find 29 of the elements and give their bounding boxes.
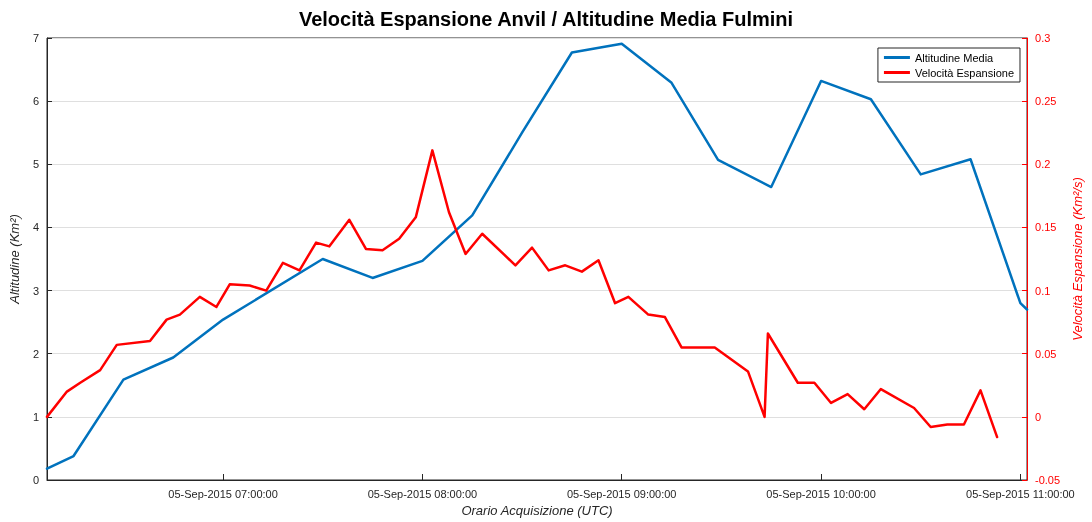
x-tick-label: 05-Sep-2015 11:00:00 bbox=[966, 487, 1075, 500]
y2-tick-label: 0.15 bbox=[1035, 221, 1057, 234]
y2-tick-label: 0.3 bbox=[1035, 32, 1051, 44]
y2-tick-label: 0.1 bbox=[1035, 284, 1051, 297]
y-tick-label: 0 bbox=[32, 474, 39, 486]
y2-tick-label: 0 bbox=[1035, 410, 1042, 423]
x-axis-title: Orario Acquisizione (UTC) bbox=[461, 503, 613, 518]
line-series bbox=[45, 149, 999, 439]
y-axis-title: Altitudine (Km²) bbox=[7, 214, 22, 305]
y-tick-label: 4 bbox=[32, 221, 39, 234]
chart-title: Velocità Espansione Anvil / Altitudine Media Fulmini bbox=[298, 8, 794, 30]
y2-tick-label: 0.2 bbox=[1035, 158, 1051, 171]
x-tick-label: 05-Sep-2015 07:00:00 bbox=[168, 487, 278, 500]
y2-tick-label: 0.25 bbox=[1035, 95, 1057, 108]
y2-tick-label: 0.05 bbox=[1035, 347, 1057, 360]
x-tick-label: 05-Sep-2015 10:00:00 bbox=[766, 487, 876, 500]
y-tick-label: 1 bbox=[32, 410, 39, 423]
y2-axis-title: Velocità Espansione (Km²/s) bbox=[1070, 177, 1085, 341]
line-series bbox=[45, 42, 1029, 470]
y-tick-label: 7 bbox=[32, 32, 39, 44]
y2-tick-label: -0.05 bbox=[1035, 474, 1061, 486]
y-tick-label: 3 bbox=[32, 284, 39, 297]
x-tick-label: 05-Sep-2015 08:00:00 bbox=[367, 487, 478, 500]
legend-label: Altitudine Media bbox=[914, 51, 995, 64]
y-tick-label: 5 bbox=[32, 158, 39, 171]
x-tick-label: 05-Sep-2015 09:00:00 bbox=[566, 487, 677, 500]
y-tick-label: 6 bbox=[32, 95, 39, 108]
y-tick-label: 2 bbox=[32, 347, 39, 360]
legend-label: Velocità Espansione bbox=[914, 66, 1015, 79]
